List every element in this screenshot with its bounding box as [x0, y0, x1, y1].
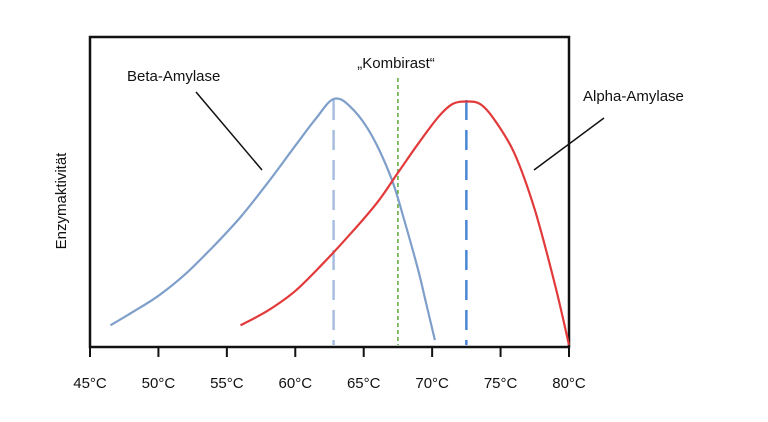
alpha-amylase-leader [533, 117, 605, 171]
x-tick-label: 80°C [552, 375, 586, 392]
x-tick-label: 45°C [73, 375, 107, 392]
x-tick-label: 60°C [279, 375, 313, 392]
reference-lines [332, 78, 468, 345]
alpha-amylase-label: Alpha-Amylase [583, 88, 684, 105]
x-tick-label: 75°C [484, 375, 518, 392]
x-tick-label: 55°C [210, 375, 244, 392]
x-axis-ticks: 45°C 50°C 55°C 60°C 65°C 70°C 75°C 80°C [73, 347, 586, 392]
y-axis-label: Enzymaktivität [53, 152, 70, 250]
plot-frame [88, 35, 571, 349]
x-tick-label: 65°C [347, 375, 381, 392]
kombirast-label: „Kombirast“ [357, 55, 435, 72]
beta-amylase-leader [195, 91, 263, 171]
beta-amylase-curve [109, 97, 436, 341]
x-tick-label: 70°C [415, 375, 449, 392]
x-tick-label: 50°C [142, 375, 176, 392]
series-curves [109, 97, 571, 346]
annotations: Beta-Amylase Alpha-Amylase „Kombirast“ [127, 55, 684, 171]
beta-amylase-label: Beta-Amylase [127, 68, 220, 85]
alpha-amylase-curve [239, 100, 571, 346]
